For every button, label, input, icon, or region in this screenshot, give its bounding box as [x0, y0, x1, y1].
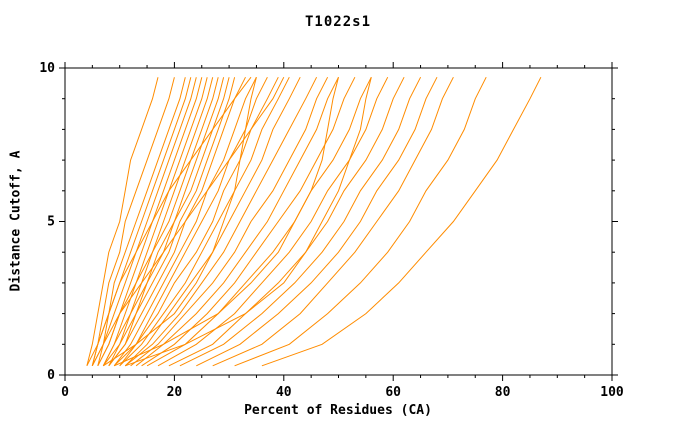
model-curve — [114, 77, 339, 367]
model-curve — [212, 76, 454, 367]
model-curve — [86, 76, 252, 367]
x-tick-label: 100 — [600, 385, 624, 400]
y-tick-label: 0 — [47, 368, 55, 383]
model-curve — [124, 76, 318, 367]
model-curve — [91, 77, 192, 367]
model-curve — [130, 76, 329, 367]
model-curve — [196, 76, 438, 367]
y-tick-label: 10 — [39, 61, 55, 76]
model-curve — [86, 77, 159, 366]
model-curve — [97, 77, 208, 367]
x-tick-label: 40 — [276, 385, 292, 400]
x-axis-label: Percent of Residues (CA) — [244, 403, 432, 418]
model-curve — [234, 76, 487, 367]
model-curve — [179, 76, 422, 367]
x-tick-label: 60 — [385, 385, 401, 400]
model-curve — [113, 76, 268, 367]
y-tick-label: 5 — [47, 215, 55, 230]
model-curve — [108, 77, 236, 367]
model-curve — [119, 76, 290, 367]
model-curve — [102, 77, 214, 367]
y-axis-label: Distance Cutoff, A — [8, 150, 24, 292]
model-curve — [103, 77, 257, 367]
x-tick-label: 20 — [167, 385, 183, 400]
model-curve — [97, 77, 197, 366]
chart-title: T1022s1 — [304, 14, 372, 30]
model-curve — [108, 77, 230, 367]
model-curve — [146, 76, 372, 367]
model-curve — [91, 76, 285, 367]
model-curve — [102, 77, 219, 367]
model-curve — [119, 76, 279, 367]
model-curve — [125, 77, 372, 367]
model-curve — [261, 76, 542, 367]
model-curve — [135, 76, 339, 367]
model-curve — [168, 76, 405, 367]
model-curve — [113, 76, 257, 367]
x-tick-label: 80 — [495, 385, 511, 400]
model-curve — [157, 76, 389, 367]
model-curve — [141, 76, 356, 367]
model-curve — [91, 77, 175, 366]
x-tick-label: 0 — [61, 385, 69, 400]
